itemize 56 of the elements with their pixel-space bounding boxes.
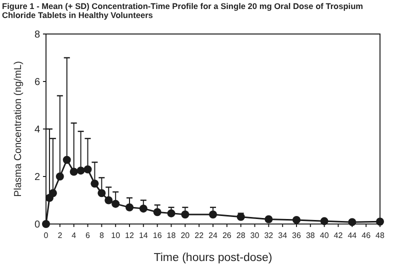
point [90, 180, 99, 188]
x-tick-label: 32 [264, 231, 274, 240]
y-tick-label: 4 [34, 124, 40, 136]
point [236, 212, 245, 221]
x-tick-label: 10 [111, 231, 121, 240]
point [153, 208, 162, 216]
x-tick-label: 40 [320, 231, 330, 240]
x-tick-label: 48 [376, 231, 385, 240]
x-tick-label: 42 [334, 231, 344, 240]
point [84, 165, 92, 174]
x-tick-label: 28 [236, 231, 246, 240]
chart-title: Figure 1 - Mean (+ SD) Concentration-Time Profile for a Single 20 mg Oral Dose of Trospium Chloride Tablets in Healthy Volunteers [2, 1, 364, 20]
point [98, 189, 106, 198]
x-tick-label: 14 [138, 231, 148, 240]
x-tick-label: 24 [208, 231, 218, 240]
x-tick-label: 30 [250, 231, 260, 240]
point [292, 216, 300, 224]
x-tick-label: 20 [180, 231, 190, 240]
x-tick-label: 22 [194, 231, 204, 240]
point [56, 172, 64, 180]
point [167, 209, 176, 218]
point [112, 200, 120, 208]
point [139, 204, 148, 213]
x-tick-label: 26 [222, 231, 232, 240]
point [264, 215, 273, 224]
x-tick-label: 16 [152, 231, 162, 240]
point [376, 218, 384, 226]
x-axis-title: Time (hours post-dose) [154, 252, 272, 264]
y-axis-title: Plasma Concentration (ng/mL) [13, 61, 24, 197]
point [126, 203, 134, 212]
x-tick-label: 38 [306, 231, 316, 240]
point [209, 210, 217, 218]
x-tick-label: 6 [86, 231, 91, 240]
point [76, 166, 85, 175]
x-tick-label: 18 [166, 231, 176, 240]
y-tick-label: 0 [34, 220, 40, 230]
point [104, 196, 113, 204]
point [70, 168, 78, 176]
point [48, 189, 57, 198]
point [62, 156, 71, 164]
x-tick-label: 46 [362, 231, 372, 240]
point [42, 220, 50, 228]
point [181, 210, 190, 218]
x-tick-label: 4 [72, 231, 77, 240]
x-tick-label: 2 [58, 231, 63, 240]
x-tick-label: 8 [99, 231, 104, 240]
x-tick-label: 0 [44, 231, 49, 240]
y-tick-label: 2 [34, 172, 40, 183]
point [320, 217, 328, 226]
x-tick-label: 12 [125, 231, 134, 240]
point [348, 218, 356, 226]
y-tick-label: 6 [34, 77, 40, 88]
x-tick-label: 36 [292, 231, 302, 240]
x-tick-label: 44 [348, 231, 358, 240]
y-tick-label: 8 [34, 30, 40, 40]
x-tick-label: 34 [278, 231, 288, 240]
